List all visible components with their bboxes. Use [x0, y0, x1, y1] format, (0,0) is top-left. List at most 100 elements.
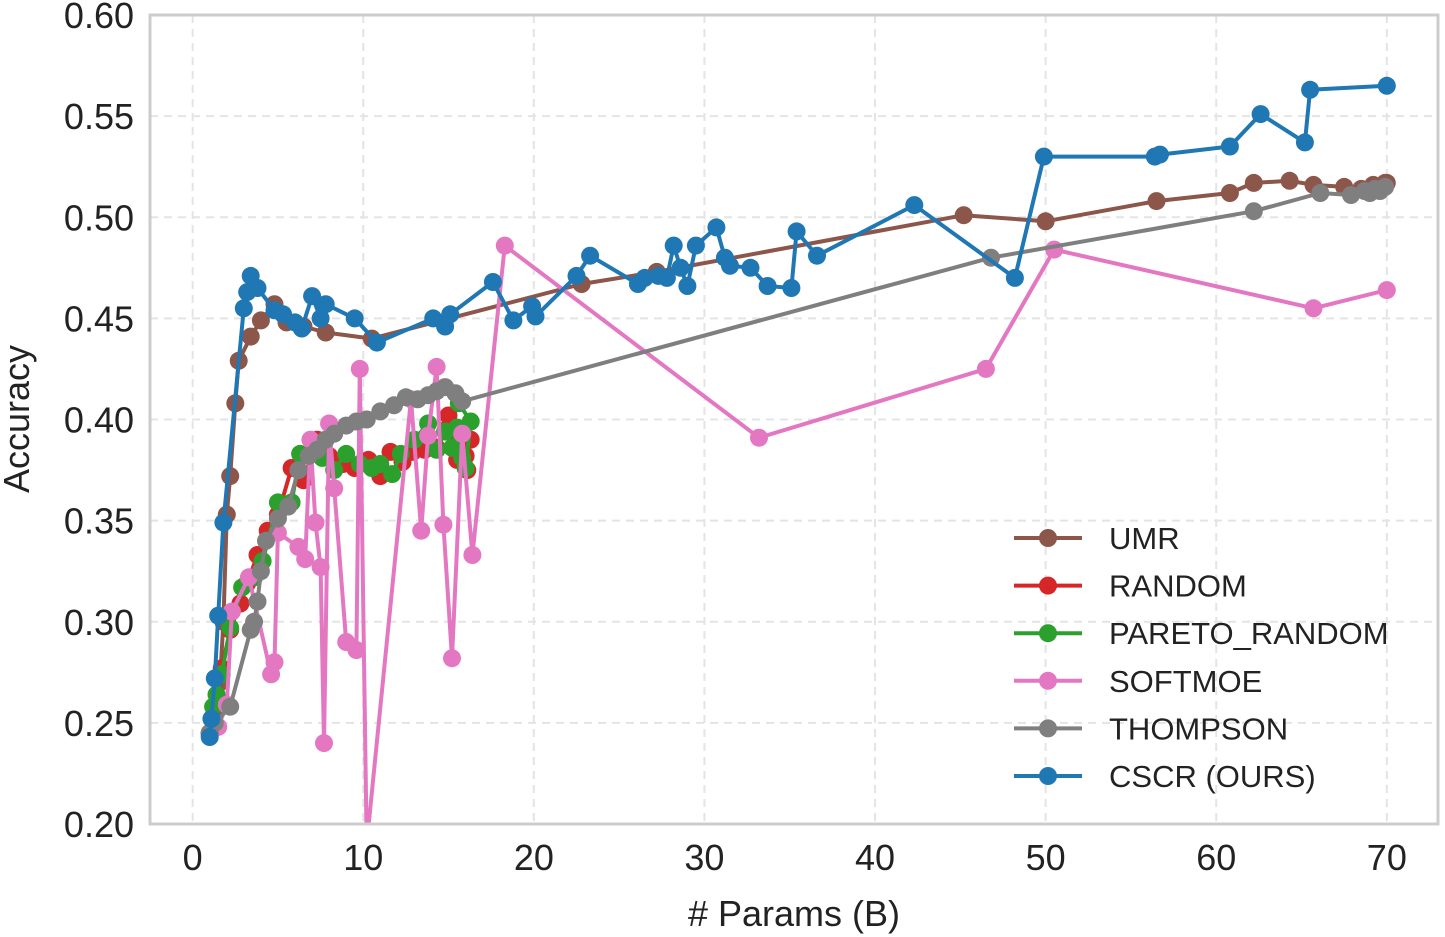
thompson-point [268, 509, 287, 528]
cscr-ours-point [741, 258, 760, 277]
cscr-ours-point [721, 256, 739, 275]
y-tick-label: 0.30 [64, 602, 134, 643]
softmoe-point [1377, 281, 1396, 300]
legend-swatch-marker [1039, 576, 1057, 595]
y-tick-label: 0.35 [64, 501, 134, 542]
cscr-ours-point [345, 309, 364, 328]
x-tick-label: 40 [855, 837, 895, 878]
thompson-point [251, 562, 270, 581]
x-axis-title: # Params (B) [688, 893, 900, 934]
cscr-ours-point [303, 287, 322, 306]
thompson-point [1342, 186, 1360, 204]
cscr-ours-point [200, 728, 219, 746]
cscr-ours-point [1220, 137, 1239, 156]
cscr-ours-point [787, 222, 806, 241]
legend-item-random: RANDOM [1014, 569, 1247, 604]
softmoe-point [306, 513, 325, 532]
cscr-ours-point [248, 279, 267, 297]
pareto-random-point [383, 465, 402, 484]
legend-label: PARETO_RANDOM [1109, 616, 1389, 651]
legend-swatch-marker [1039, 719, 1057, 738]
cscr-ours-point [635, 268, 654, 287]
pareto-random-point [371, 455, 390, 473]
umr-point [316, 323, 335, 342]
legend-label: UMR [1109, 521, 1180, 556]
x-tick-label: 0 [183, 837, 203, 878]
plot-frame [148, 13, 1440, 826]
thompson-point [1376, 177, 1395, 196]
softmoe-point [463, 546, 482, 564]
umr-point [1280, 171, 1299, 190]
legend-swatch-marker [1039, 529, 1057, 547]
legend-label: SOFTMOE [1109, 664, 1262, 699]
umr-point [1244, 173, 1263, 192]
legend-item-cscr-ours: CSCR (OURS) [1014, 759, 1316, 794]
umr-point [1147, 192, 1166, 211]
cscr-ours-point [782, 279, 801, 297]
x-tick-label: 20 [514, 837, 554, 878]
thompson-point [248, 592, 267, 611]
legend-item-pareto-random: PARETO_RANDOM [1014, 616, 1389, 651]
cscr-ours-point [707, 218, 726, 237]
cscr-ours-point [504, 311, 523, 330]
legend: UMR RANDOM PARETO_RANDOM SOFTMOE THOMPSON CSC… [1014, 521, 1389, 794]
y-tick-label: 0.40 [64, 400, 134, 441]
cscr-ours-point [202, 709, 221, 728]
legend-swatch-marker [1039, 671, 1057, 690]
y-tick-label: 0.50 [64, 197, 134, 238]
series-cscr-ours [200, 76, 1396, 746]
cscr-ours-point [657, 268, 676, 287]
cscr-ours-point [678, 277, 697, 295]
thompson-point [279, 497, 298, 516]
cscr-ours-point [1034, 147, 1053, 166]
cscr-ours-point [292, 319, 311, 338]
cscr-ours-point [526, 307, 545, 326]
cscr-ours-point [214, 513, 233, 532]
thompson-point [221, 697, 240, 716]
cscr-ours-point [234, 299, 253, 318]
softmoe-point [347, 641, 366, 660]
cscr-ours-point [567, 266, 586, 285]
umr-point [1220, 184, 1239, 202]
cscr-ours-point [441, 305, 460, 324]
legend-item-thompson: THOMPSON [1014, 711, 1288, 746]
cscr-ours-point [1251, 105, 1270, 124]
umr-point [954, 206, 973, 225]
legend-label: RANDOM [1109, 569, 1247, 604]
y-tick-label: 0.45 [64, 298, 134, 339]
cscr-ours-point [664, 236, 683, 255]
thompson-point [453, 392, 472, 411]
softmoe-point [1304, 299, 1323, 318]
softmoe-point [265, 653, 284, 672]
x-tick-label: 30 [684, 837, 724, 878]
legend-label: THOMPSON [1109, 711, 1288, 746]
legend-label: CSCR (OURS) [1109, 759, 1316, 794]
y-tick-label: 0.55 [64, 96, 134, 137]
cscr-ours-point [1377, 76, 1396, 95]
cscr-ours-point [1301, 80, 1320, 99]
legend-swatch-marker [1039, 624, 1057, 643]
thompson-point [1244, 202, 1263, 221]
legend-item-softmoe: SOFTMOE [1014, 664, 1262, 699]
thompson-point [371, 402, 390, 421]
thompson-point [257, 531, 275, 550]
thompson-point [289, 461, 308, 480]
thompson-point [1311, 184, 1330, 202]
softmoe-point [495, 236, 514, 255]
cscr-ours-point [483, 273, 502, 291]
softmoe-point [412, 521, 431, 540]
softmoe-point [443, 649, 461, 668]
cscr-ours-point [758, 277, 777, 295]
umr-point [1036, 212, 1055, 231]
legend-item-umr: UMR [1014, 521, 1180, 556]
cscr-ours-point [671, 258, 690, 277]
x-tick-label: 50 [1026, 837, 1066, 878]
softmoe-point [325, 479, 344, 498]
softmoe-point [453, 424, 472, 443]
cscr-ours-point [1005, 268, 1024, 287]
y-tick-label: 0.25 [64, 703, 134, 744]
softmoe-point [350, 359, 369, 378]
umr-point [241, 327, 260, 346]
softmoe-point [311, 558, 330, 577]
pareto-random-point [337, 444, 356, 463]
